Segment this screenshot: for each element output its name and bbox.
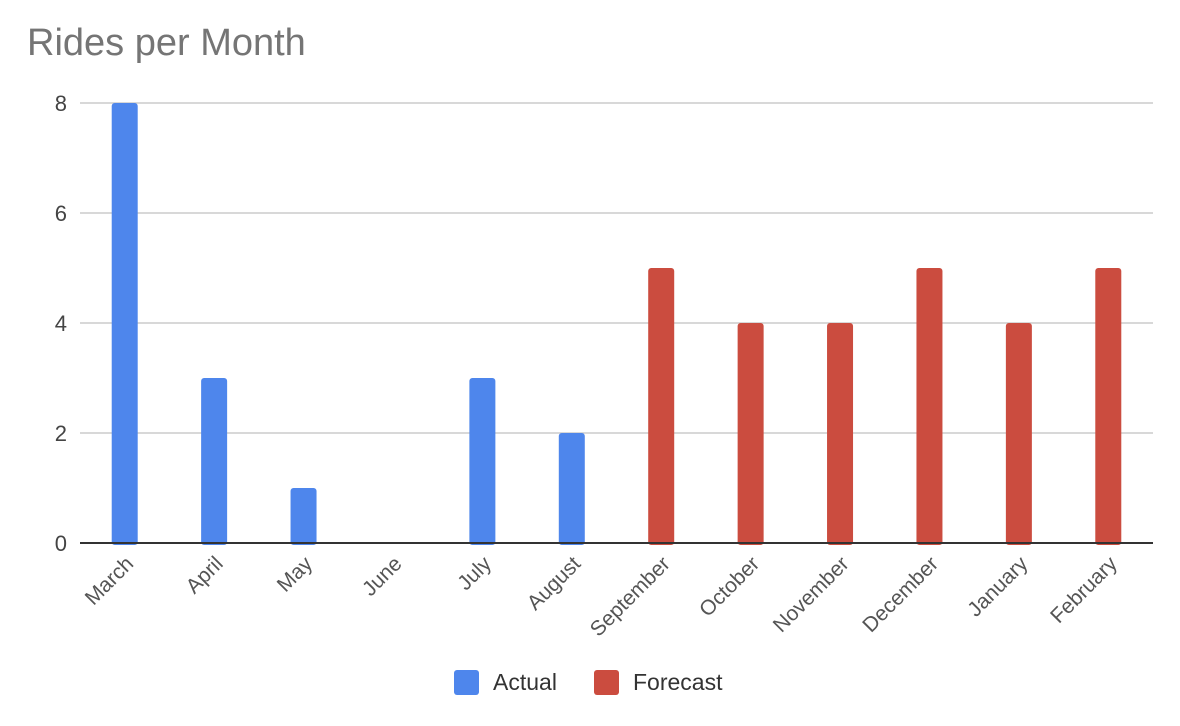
y-tick-label: 6 — [55, 201, 67, 226]
bar-actual-march — [111, 103, 138, 545]
grid-lines — [80, 102, 1153, 434]
x-tick-label: April — [182, 552, 228, 598]
bar-forecast-december — [916, 268, 943, 545]
x-tick-label: December — [858, 552, 943, 637]
x-tick-label: January — [963, 552, 1032, 621]
x-tick-label: October — [695, 552, 764, 621]
bar-forecast-november — [827, 323, 854, 545]
x-tick-label: June — [358, 552, 406, 600]
bar-forecast-october — [737, 323, 764, 545]
bar-actual-august — [558, 433, 585, 545]
y-axis-tick-labels: 0 2 4 6 8 — [55, 91, 67, 556]
y-tick-label: 8 — [55, 91, 67, 116]
legend-swatch-forecast — [594, 670, 619, 695]
legend-label-actual: Actual — [493, 669, 557, 695]
x-tick-label: September — [586, 552, 675, 641]
x-tick-label: November — [769, 552, 854, 637]
y-tick-label: 0 — [55, 531, 67, 556]
y-tick-label: 4 — [55, 311, 67, 336]
x-axis-tick-labels: March April May June July August September Octo… — [81, 552, 1122, 641]
bar-forecast-january — [1005, 323, 1032, 545]
bars — [111, 103, 1122, 545]
x-tick-label: February — [1046, 552, 1122, 628]
bar-forecast-february — [1095, 268, 1122, 545]
x-tick-label: August — [523, 552, 586, 615]
bar-actual-april — [201, 378, 228, 545]
chart-title: Rides per Month — [27, 22, 306, 64]
x-tick-label: May — [273, 552, 318, 597]
bar-actual-may — [290, 488, 317, 545]
legend-swatch-actual — [454, 670, 479, 695]
bar-forecast-september — [648, 268, 675, 545]
legend: Actual Forecast — [454, 669, 723, 695]
bar-actual-july — [469, 378, 496, 545]
y-tick-label: 2 — [55, 421, 67, 446]
x-tick-label: July — [453, 552, 496, 595]
x-tick-label: March — [81, 552, 139, 610]
legend-label-forecast: Forecast — [633, 669, 723, 695]
